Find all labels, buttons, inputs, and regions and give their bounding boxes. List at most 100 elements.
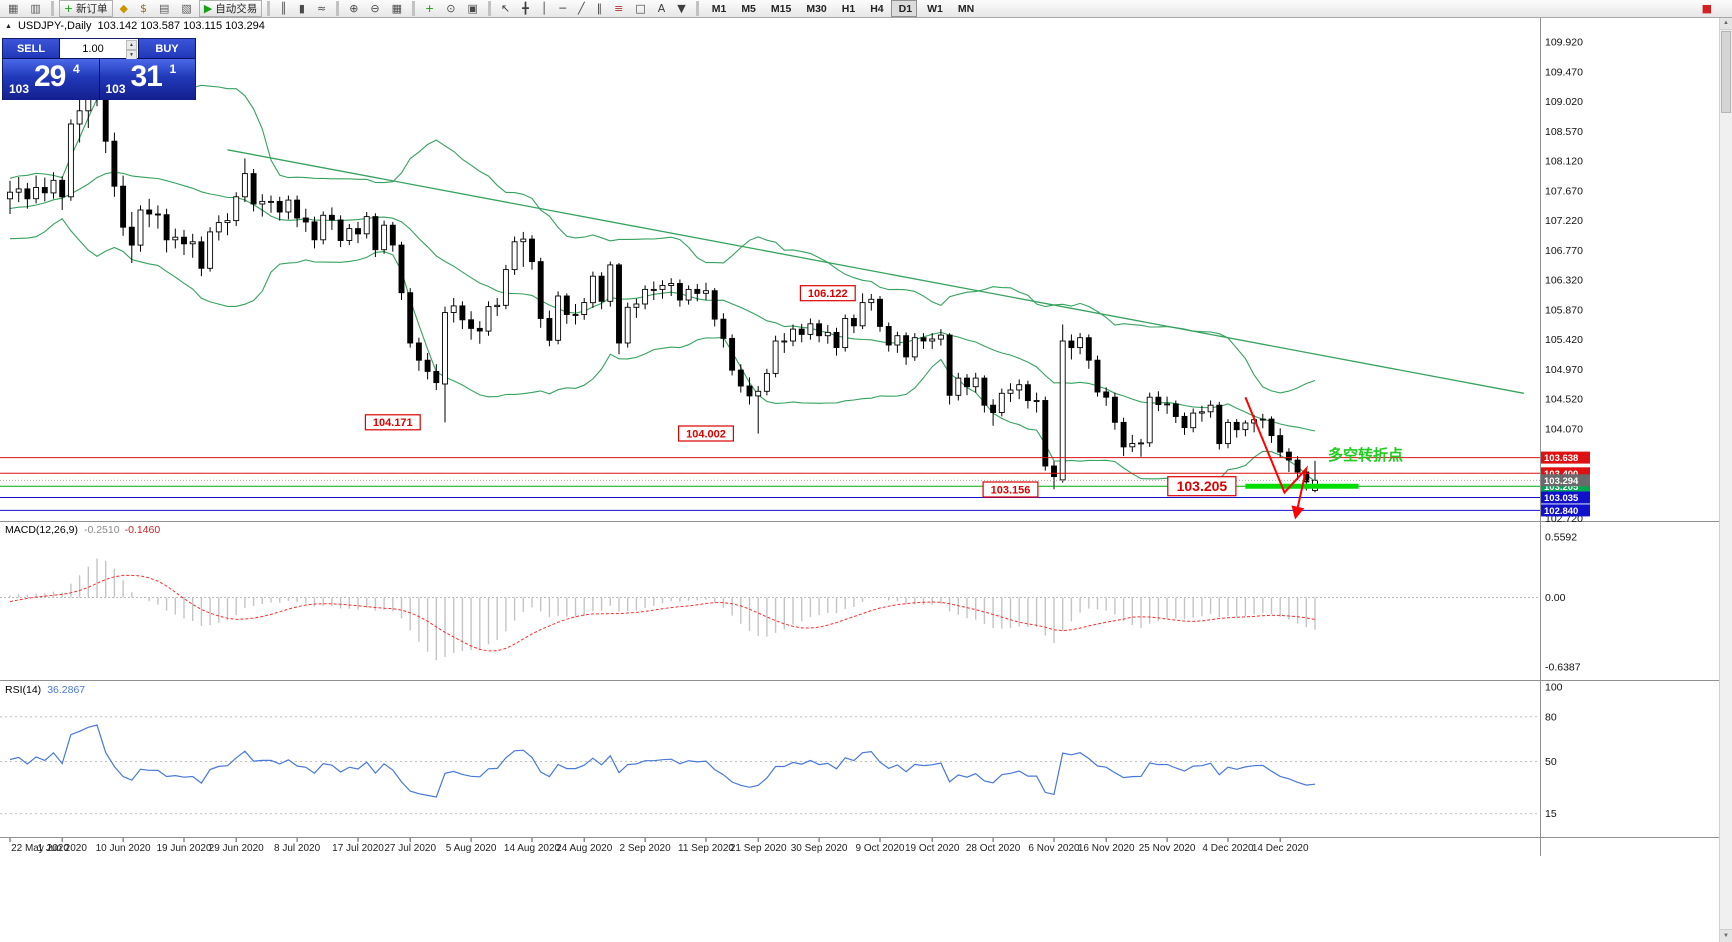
toolbar-items: ▦ ▥ + 新订单 ◆ [2, 0, 980, 17]
timeframe-h4-button[interactable]: H4 [862, 0, 888, 17]
price-callout[interactable]: 104.171 [364, 414, 421, 431]
timeframe-mn-button[interactable]: MN [950, 0, 979, 17]
price-callout[interactable]: 106.122 [799, 285, 856, 302]
crosshair-button[interactable]: ╋ [517, 0, 534, 17]
sell-tab[interactable]: SELL [3, 39, 59, 58]
bollinger-band-line[interactable] [9, 217, 1316, 484]
svg-text:50: 50 [1545, 756, 1557, 768]
timeframe-w1-button[interactable]: W1 [919, 0, 948, 17]
volume-field[interactable]: 1.00 ▲ ▼ [59, 39, 139, 60]
timeframe-h1-button[interactable]: H1 [834, 0, 860, 17]
main-chart-pane[interactable]: 104.171 106.122 104.002 103.156 103.205 多空转折点 [0, 69, 1540, 520]
line-chart-button[interactable]: ≈ [312, 0, 331, 17]
price-callout[interactable]: 103.156 [982, 481, 1039, 498]
svg-text:14 Dec 2020: 14 Dec 2020 [1252, 843, 1309, 854]
profiles-button[interactable]: ▥ [25, 0, 45, 17]
svg-text:100: 100 [1545, 682, 1563, 694]
trend-arrow-object[interactable] [1244, 396, 1309, 520]
timeframe-m15-button[interactable]: M15 [763, 0, 796, 17]
channel-button[interactable]: ∥ [592, 0, 608, 17]
toolbar-item-label: M30 [806, 2, 827, 15]
toolbar-icon-glyph: ▤ [159, 2, 170, 15]
svg-text:10 Jun 2020: 10 Jun 2020 [96, 843, 151, 854]
macd-main-value: -0.2510 [83, 524, 120, 536]
svg-text:14 Aug 2020: 14 Aug 2020 [504, 843, 561, 854]
zoom-in-button[interactable]: ⊕ [344, 0, 363, 17]
indicators-button[interactable]: + [420, 0, 439, 17]
svg-text:108.120: 108.120 [1545, 156, 1583, 168]
buy-tab[interactable]: BUY [139, 39, 195, 58]
price-callout[interactable]: 104.002 [677, 425, 734, 442]
fibonacci-button[interactable]: ≡ [609, 0, 628, 17]
tile-windows-button[interactable]: ▦ [387, 0, 407, 17]
auto-trading-button[interactable]: ▶ 自动交易 [198, 0, 263, 17]
scrollbar-thumb[interactable] [1721, 31, 1731, 113]
vertical-scrollbar[interactable]: ▲ ▼ [1719, 17, 1732, 942]
svg-text:106.320: 106.320 [1545, 275, 1583, 287]
vertical-line-button[interactable]: │ [536, 0, 553, 17]
volume-value[interactable]: 1.00 [82, 42, 104, 55]
svg-text:24 Aug 2020: 24 Aug 2020 [556, 843, 613, 854]
toolbar-icon-glyph: ▦ [391, 2, 403, 15]
timeframe-m30-button[interactable]: M30 [798, 0, 831, 17]
market-watch-button[interactable]: $ [135, 0, 152, 17]
svg-text:22 May 2020: 22 May 2020 [11, 843, 69, 854]
svg-text:103.294: 103.294 [1544, 476, 1579, 487]
scrollbar-track[interactable] [1720, 114, 1732, 929]
periods-button[interactable]: ⊙ [441, 0, 460, 17]
navigator-button[interactable]: ▧ [176, 0, 196, 17]
svg-text:107.220: 107.220 [1545, 215, 1583, 227]
timeframe-m5-button[interactable]: M5 [733, 0, 761, 17]
symbol-title: USDJPY-,Daily [17, 20, 92, 32]
timeframe-d1-button[interactable]: D1 [890, 0, 918, 17]
svg-text:4 Dec 2020: 4 Dec 2020 [1202, 843, 1254, 854]
bollinger-band-line[interactable] [9, 171, 1316, 432]
price-axis-tag: 103.294 [1541, 474, 1590, 487]
macd-histogram [9, 558, 1316, 661]
price-callout[interactable]: 103.205 [1167, 476, 1237, 497]
candlestick-button[interactable]: ▮ [294, 0, 310, 17]
trendline-object[interactable] [227, 149, 1524, 394]
scroll-up-button[interactable]: ▲ [1720, 17, 1732, 30]
svg-text:103.638: 103.638 [1544, 453, 1578, 464]
sell-price-pip: 4 [73, 62, 80, 76]
buy-price-pip: 1 [169, 62, 177, 76]
toolbar-icon-glyph: ▼ [677, 2, 686, 15]
candles [7, 69, 1318, 493]
alert-badge-icon[interactable]: ■ [1697, 0, 1717, 17]
bar-chart-button[interactable]: ║ [275, 0, 292, 17]
price-axis: 109.920 109.470 109.020 108.570 108.120 107.6… [1541, 37, 1590, 525]
trendline-button[interactable]: ╱ [573, 0, 590, 17]
timeframe-m1-button[interactable]: M1 [704, 0, 732, 17]
svg-text:104.070: 104.070 [1545, 424, 1583, 436]
zoom-out-button[interactable]: ⊖ [365, 0, 384, 17]
svg-text:104.171: 104.171 [373, 417, 413, 429]
new-order-button[interactable]: + 新订单 [58, 0, 113, 17]
volume-up-button[interactable]: ▲ [126, 40, 137, 50]
horizontal-line-button[interactable]: ─ [554, 0, 571, 17]
annotation-text[interactable]: 多空转折点 [1328, 446, 1403, 464]
arrows-tool-button[interactable]: ▼ [672, 0, 690, 17]
symbol-bar: ▲ USDJPY-,Daily 103.142 103.587 103.115 … [5, 20, 265, 32]
svg-text:8 Jul 2020: 8 Jul 2020 [274, 843, 321, 854]
new-chart-button[interactable]: ▦ [3, 0, 23, 17]
volume-stepper: ▲ ▼ [126, 40, 137, 60]
bollinger-band-line[interactable] [9, 84, 1316, 394]
svg-text:104.520: 104.520 [1545, 394, 1583, 406]
toolbar-icon-glyph: A [657, 2, 666, 15]
templates-button[interactable]: ▣ [462, 0, 482, 17]
expert-advisors-button[interactable]: ◆ [115, 0, 133, 17]
svg-text:103.205: 103.205 [1544, 482, 1579, 493]
shapes-button[interactable]: □ [630, 0, 650, 17]
cursor-button[interactable]: ↖ [496, 0, 515, 17]
sell-price-big: 29 [34, 60, 66, 93]
scroll-down-button[interactable]: ▼ [1720, 929, 1732, 942]
text-button[interactable]: A [653, 0, 671, 17]
sell-price-button[interactable]: 103 29 4 [3, 59, 100, 100]
buy-price-button[interactable]: 103 31 1 [99, 59, 195, 100]
collapse-panel-icon[interactable]: ▲ [5, 22, 12, 30]
svg-text:19 Jun 2020: 19 Jun 2020 [156, 843, 211, 854]
data-window-button[interactable]: ▤ [154, 0, 174, 17]
